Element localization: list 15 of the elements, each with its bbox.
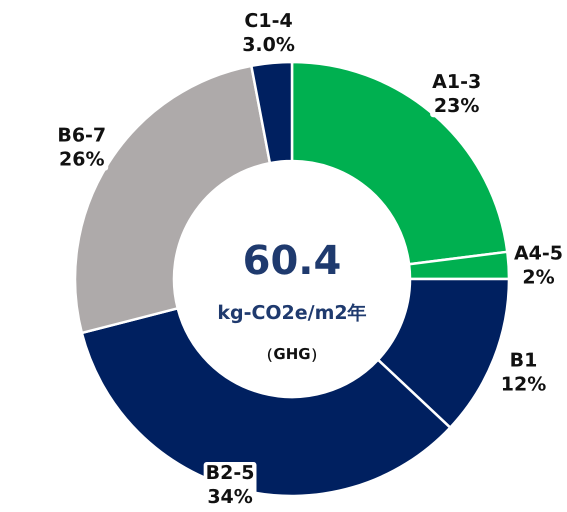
data-label: 26%	[59, 148, 105, 171]
annotation: 60.4	[242, 238, 342, 284]
annotation: kg-CO2e/m2年	[217, 302, 367, 324]
slice-label: B2-5	[206, 462, 254, 484]
slice-label: B6-7	[57, 124, 106, 147]
slice-label: A1-3	[432, 71, 482, 94]
data-label: 3.0%	[242, 34, 295, 56]
data-label: 23%	[434, 95, 480, 118]
slice-label: C1-4	[244, 10, 293, 32]
data-label: 34%	[207, 486, 253, 508]
data-label: 12%	[500, 374, 546, 396]
annotation: （GHG）	[258, 345, 326, 363]
slice-label: A4-5	[514, 242, 563, 264]
data-label: 2%	[522, 266, 555, 288]
slice-label: B1	[510, 350, 538, 372]
